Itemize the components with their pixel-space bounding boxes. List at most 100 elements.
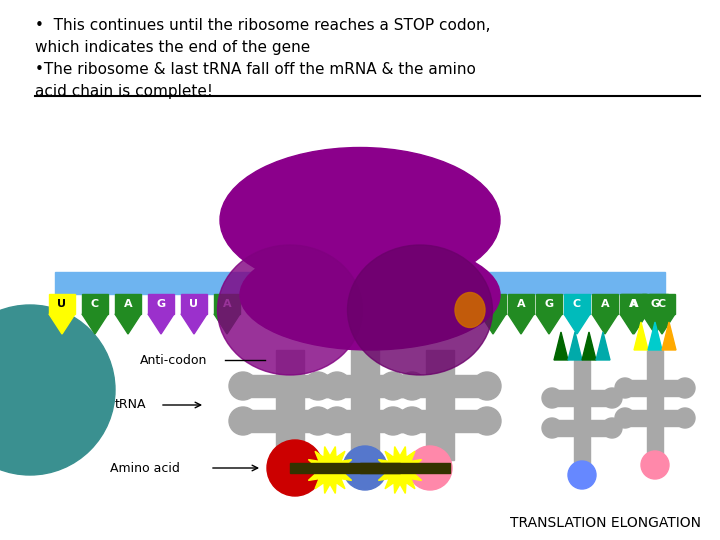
- Circle shape: [542, 388, 562, 408]
- Text: A: A: [222, 299, 231, 309]
- Circle shape: [615, 408, 635, 428]
- Circle shape: [641, 451, 669, 479]
- Bar: [351, 350, 379, 460]
- Bar: [621, 294, 647, 314]
- Bar: [243, 410, 338, 432]
- Bar: [649, 294, 675, 314]
- Bar: [536, 294, 562, 314]
- Circle shape: [473, 407, 501, 435]
- Bar: [243, 375, 338, 397]
- Bar: [49, 294, 75, 314]
- Circle shape: [323, 407, 351, 435]
- Bar: [564, 294, 590, 314]
- Polygon shape: [648, 322, 662, 350]
- Text: acid chain is complete!: acid chain is complete!: [35, 84, 213, 99]
- Text: A: A: [600, 299, 609, 309]
- Circle shape: [473, 372, 501, 400]
- Bar: [574, 360, 590, 470]
- Polygon shape: [536, 314, 562, 334]
- Bar: [318, 410, 413, 432]
- Polygon shape: [181, 314, 207, 334]
- Bar: [55, 272, 665, 294]
- Text: •The ribosome & last tRNA fall off the mRNA & the amino: •The ribosome & last tRNA fall off the m…: [35, 62, 476, 77]
- Polygon shape: [568, 332, 582, 360]
- Bar: [393, 375, 488, 397]
- Circle shape: [0, 305, 115, 475]
- Bar: [620, 294, 646, 314]
- Polygon shape: [649, 314, 675, 334]
- Ellipse shape: [348, 245, 492, 375]
- Polygon shape: [596, 332, 610, 360]
- Text: •  This continues until the ribosome reaches a STOP codon,: • This continues until the ribosome reac…: [35, 18, 490, 33]
- Polygon shape: [376, 447, 424, 494]
- Circle shape: [398, 372, 426, 400]
- Bar: [642, 294, 668, 314]
- Text: U: U: [58, 299, 66, 309]
- Circle shape: [379, 372, 407, 400]
- Text: G: G: [650, 299, 660, 309]
- Bar: [480, 294, 506, 314]
- Polygon shape: [621, 314, 647, 334]
- Bar: [508, 294, 534, 314]
- Circle shape: [675, 378, 695, 398]
- Circle shape: [229, 372, 257, 400]
- Bar: [318, 375, 413, 397]
- Circle shape: [267, 440, 323, 496]
- Bar: [552, 390, 612, 406]
- Bar: [393, 410, 488, 432]
- Text: U: U: [189, 299, 199, 309]
- Circle shape: [615, 378, 635, 398]
- Polygon shape: [480, 314, 506, 334]
- Polygon shape: [662, 322, 676, 350]
- Text: A: A: [630, 299, 639, 309]
- Polygon shape: [306, 447, 354, 494]
- Circle shape: [568, 461, 596, 489]
- Text: Amino acid: Amino acid: [110, 462, 180, 475]
- Bar: [625, 410, 685, 426]
- Polygon shape: [642, 314, 668, 334]
- Text: C: C: [489, 299, 497, 309]
- Text: C: C: [91, 299, 99, 309]
- Bar: [426, 350, 454, 460]
- Circle shape: [542, 418, 562, 438]
- Ellipse shape: [217, 245, 362, 375]
- Text: C: C: [658, 299, 666, 309]
- Ellipse shape: [220, 147, 500, 293]
- Bar: [214, 294, 240, 314]
- Bar: [360, 463, 450, 473]
- Text: G: G: [156, 299, 166, 309]
- Polygon shape: [214, 314, 240, 334]
- Polygon shape: [620, 314, 646, 334]
- Bar: [115, 294, 141, 314]
- Text: C: C: [573, 299, 581, 309]
- Ellipse shape: [240, 240, 500, 350]
- Circle shape: [379, 407, 407, 435]
- Text: TRANSLATION ELONGATION: TRANSLATION ELONGATION: [510, 516, 701, 530]
- Circle shape: [323, 372, 351, 400]
- Circle shape: [602, 418, 622, 438]
- Circle shape: [343, 446, 387, 490]
- Bar: [181, 294, 207, 314]
- Polygon shape: [508, 314, 534, 334]
- Bar: [82, 294, 108, 314]
- Text: Anti-codon: Anti-codon: [140, 354, 207, 367]
- Text: G: G: [544, 299, 554, 309]
- Bar: [290, 463, 400, 473]
- Circle shape: [398, 407, 426, 435]
- Text: tRNA: tRNA: [115, 399, 146, 411]
- Bar: [625, 380, 685, 396]
- Circle shape: [602, 388, 622, 408]
- Polygon shape: [49, 314, 75, 334]
- Polygon shape: [115, 314, 141, 334]
- Polygon shape: [564, 314, 590, 334]
- Bar: [276, 350, 304, 460]
- Bar: [552, 420, 612, 436]
- Circle shape: [675, 408, 695, 428]
- Polygon shape: [82, 314, 108, 334]
- Polygon shape: [592, 314, 618, 334]
- Circle shape: [304, 407, 332, 435]
- Bar: [592, 294, 618, 314]
- Polygon shape: [634, 322, 648, 350]
- Text: A: A: [517, 299, 526, 309]
- Text: A: A: [124, 299, 132, 309]
